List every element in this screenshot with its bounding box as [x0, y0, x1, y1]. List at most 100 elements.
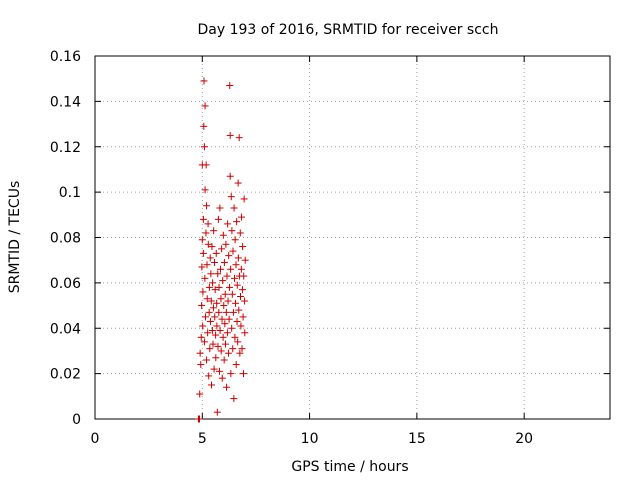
- data-point: [203, 356, 211, 364]
- data-point: [200, 143, 208, 151]
- data-point: [203, 261, 211, 269]
- data-point: [229, 308, 237, 316]
- data-point: [227, 193, 235, 201]
- data-point: [220, 302, 228, 310]
- data-point: [207, 270, 215, 278]
- data-point: [230, 204, 238, 212]
- data-point: [215, 283, 223, 291]
- data-point: [210, 365, 218, 373]
- data-point: [235, 134, 243, 142]
- data-point: [198, 236, 206, 244]
- data-point: [232, 299, 240, 307]
- y-tick-label: 0.04: [50, 321, 81, 337]
- data-point: [225, 315, 233, 323]
- data-point: [226, 131, 234, 139]
- data-point: [209, 340, 217, 348]
- y-tick-label: 0.08: [50, 231, 81, 247]
- data-point: [239, 243, 247, 251]
- data-point: [196, 349, 204, 357]
- data-point: [207, 297, 215, 305]
- data-point: [202, 229, 210, 237]
- data-point: [201, 102, 209, 110]
- data-point: [218, 245, 226, 253]
- x-tick-label: 15: [408, 431, 426, 447]
- data-point: [215, 367, 223, 375]
- data-point: [209, 304, 217, 312]
- data-point: [218, 374, 226, 382]
- data-point: [233, 218, 241, 226]
- data-point: [212, 249, 220, 257]
- data-point: [225, 252, 233, 260]
- x-tick-label: 20: [515, 431, 533, 447]
- data-point: [226, 172, 234, 180]
- data-point: [222, 308, 230, 316]
- data-point: [236, 349, 244, 357]
- data-point: [213, 322, 221, 330]
- data-point: [234, 338, 242, 346]
- data-point: [236, 229, 244, 237]
- y-tick-label: 0: [72, 412, 81, 428]
- data-point: [201, 186, 209, 194]
- data-point: [228, 227, 236, 235]
- data-point: [241, 256, 249, 264]
- y-tick-label: 0.14: [50, 94, 81, 110]
- data-point: [230, 274, 238, 282]
- data-point: [226, 81, 234, 89]
- data-point: [219, 333, 227, 341]
- data-point: [218, 315, 226, 323]
- data-point: [217, 347, 225, 355]
- data-point: [199, 215, 207, 223]
- data-point: [208, 381, 216, 389]
- data-point: [199, 322, 207, 330]
- data-point: [239, 370, 247, 378]
- data-point: [237, 265, 245, 273]
- data-point: [229, 345, 237, 353]
- y-tick-labels: 0 0.02 0.04 0.06 0.08 0.1 0.12 0.14 0.16: [50, 49, 81, 428]
- data-point: [223, 329, 231, 337]
- data-point: [241, 329, 249, 337]
- x-tick-label: 0: [91, 431, 100, 447]
- data-point: [231, 236, 239, 244]
- data-point: [214, 270, 222, 278]
- x-tick-labels: 0 5 10 15 20: [91, 431, 534, 447]
- data-point: [202, 161, 210, 169]
- y-tick-label: 0.16: [50, 49, 81, 65]
- data-point: [209, 279, 217, 287]
- data-point: [208, 327, 216, 335]
- data-point: [219, 277, 227, 285]
- data-point: [198, 263, 206, 271]
- data-point: [196, 390, 204, 398]
- data-point: [205, 283, 213, 291]
- data-point: [203, 295, 211, 303]
- data-point: [198, 302, 206, 310]
- data-point: [211, 258, 219, 266]
- data-point: [234, 254, 242, 262]
- data-point: [227, 265, 235, 273]
- data-point: [231, 333, 239, 341]
- data-point: [213, 408, 221, 416]
- data-point: [208, 243, 216, 251]
- data-point: [214, 215, 222, 223]
- plot-area-border: [94, 55, 611, 420]
- data-point: [226, 283, 234, 291]
- data-point: [233, 281, 241, 289]
- data-point: [204, 329, 212, 337]
- y-tick-label: 0.1: [59, 185, 81, 201]
- data-point: [224, 220, 232, 228]
- grid-layer: [95, 56, 610, 419]
- data-point: [199, 288, 207, 296]
- data-point: [228, 290, 236, 298]
- x-tick-label: 10: [301, 431, 319, 447]
- data-point: [202, 313, 210, 321]
- data-point: [221, 320, 229, 328]
- y-axis-label: SRMTID / TECUs: [7, 181, 23, 294]
- data-point: [221, 340, 229, 348]
- data-point: [240, 272, 248, 280]
- data-point: [230, 395, 238, 403]
- data-point: [223, 383, 231, 391]
- data-point: [216, 204, 224, 212]
- data-point: [235, 306, 243, 314]
- data-point: [219, 231, 227, 239]
- data-point: [205, 308, 213, 316]
